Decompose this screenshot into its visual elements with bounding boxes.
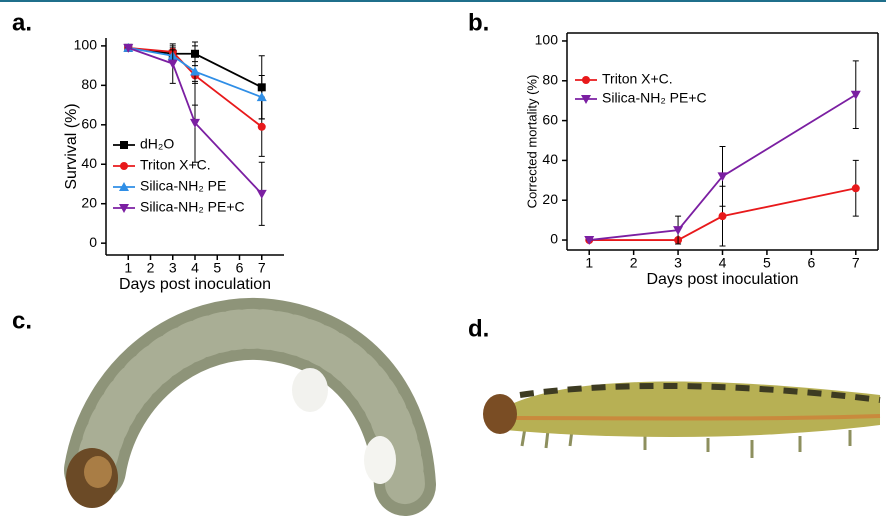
legend-marker [120, 141, 128, 149]
y-tick-label: 80 [542, 71, 558, 87]
y-tick-label: 20 [81, 194, 97, 210]
y-axis-title: Survival (%) [63, 103, 80, 189]
x-tick-label: 4 [191, 260, 199, 276]
y-tick-label: 20 [542, 191, 558, 207]
x-axis-title: Days post inoculation [646, 271, 798, 288]
y-tick-label: 80 [81, 76, 97, 92]
panel-label: d. [468, 315, 489, 342]
x-tick-label: 3 [674, 255, 682, 271]
y-tick-label: 0 [89, 234, 97, 250]
legend-label: Silica-NH₂ PE [140, 178, 226, 194]
panel-label: a. [12, 9, 32, 36]
marker [719, 212, 727, 220]
panel-label: c. [12, 307, 32, 334]
y-tick-label: 0 [550, 231, 558, 247]
photo-c [66, 329, 405, 508]
y-tick-label: 60 [542, 111, 558, 127]
x-tick-label: 6 [236, 260, 244, 276]
y-tick-label: 100 [535, 32, 559, 48]
x-tick-label: 7 [258, 260, 266, 276]
y-axis-title: Corrected mortality (%) [524, 75, 539, 209]
y-tick-label: 40 [81, 155, 97, 171]
legend-label: Silica-NH₂ PE+C [140, 199, 245, 215]
x-tick-label: 5 [213, 260, 221, 276]
legend-marker [120, 162, 128, 170]
photo-d [483, 381, 880, 458]
marker [851, 91, 861, 100]
legend-label: dH₂O [140, 136, 174, 152]
panel-label: b. [468, 9, 489, 36]
marker [852, 184, 860, 192]
x-tick-label: 7 [852, 255, 860, 271]
legend-label: Triton X+C. [602, 71, 673, 87]
marker [168, 60, 178, 69]
x-tick-label: 3 [169, 260, 177, 276]
marker [258, 123, 266, 131]
x-tick-label: 1 [585, 255, 593, 271]
top-rule [0, 0, 886, 2]
x-tick-label: 5 [763, 255, 771, 271]
legend-marker [582, 76, 590, 84]
x-axis-title: Days post inoculation [119, 276, 271, 293]
x-tick-label: 1 [124, 260, 132, 276]
y-tick-label: 40 [542, 151, 558, 167]
legend-label: Silica-NH₂ PE+C [602, 90, 707, 106]
legend-label: Triton X+C. [140, 157, 211, 173]
x-tick-label: 2 [630, 255, 638, 271]
x-tick-label: 6 [807, 255, 815, 271]
marker [257, 190, 267, 199]
y-tick-label: 60 [81, 116, 97, 132]
y-tick-label: 100 [74, 37, 98, 53]
figure: a.b.c.d.0204060801001234567Days post ino… [0, 0, 886, 519]
x-tick-label: 2 [147, 260, 155, 276]
x-tick-label: 4 [719, 255, 727, 271]
